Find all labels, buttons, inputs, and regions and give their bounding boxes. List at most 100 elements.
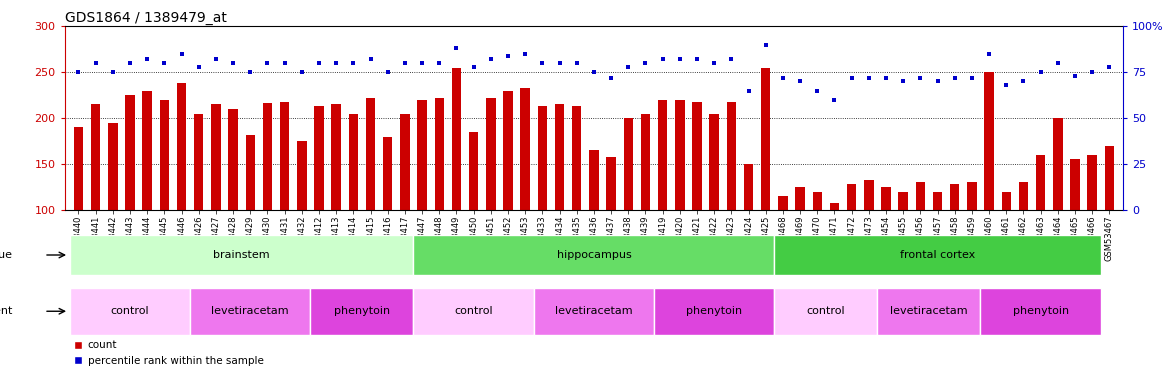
Point bbox=[911, 75, 930, 81]
Bar bbox=[774, 288, 877, 335]
Point bbox=[138, 56, 156, 62]
Bar bbox=[641, 114, 650, 302]
Bar bbox=[898, 192, 908, 302]
Point bbox=[241, 69, 260, 75]
Bar bbox=[534, 288, 654, 335]
Bar bbox=[262, 104, 272, 302]
Bar bbox=[503, 91, 513, 302]
Bar bbox=[743, 164, 754, 302]
Bar bbox=[555, 104, 564, 302]
Point bbox=[826, 97, 844, 103]
Bar bbox=[212, 104, 221, 302]
Bar bbox=[1070, 159, 1080, 302]
Point bbox=[860, 75, 878, 81]
Point bbox=[327, 60, 346, 66]
Bar bbox=[314, 106, 323, 302]
Bar bbox=[521, 88, 530, 302]
Point bbox=[499, 53, 517, 58]
Point bbox=[1048, 60, 1067, 66]
Bar bbox=[1002, 192, 1011, 302]
Point bbox=[395, 60, 414, 66]
Bar bbox=[589, 150, 599, 302]
Bar bbox=[280, 102, 289, 302]
Bar bbox=[69, 288, 191, 335]
Point bbox=[653, 56, 671, 62]
Point bbox=[189, 64, 208, 70]
Bar bbox=[830, 202, 840, 302]
Bar bbox=[657, 100, 667, 302]
Point bbox=[481, 56, 500, 62]
Point bbox=[413, 60, 432, 66]
Text: levetiracetam: levetiracetam bbox=[212, 306, 289, 316]
Bar bbox=[366, 98, 375, 302]
Bar bbox=[881, 187, 890, 302]
Point bbox=[790, 78, 809, 84]
Point bbox=[636, 60, 655, 66]
Point bbox=[1065, 73, 1084, 79]
Bar bbox=[864, 180, 874, 302]
Text: agent: agent bbox=[0, 306, 13, 316]
Bar bbox=[91, 104, 100, 302]
Point bbox=[602, 75, 621, 81]
Bar bbox=[1088, 155, 1097, 302]
Point bbox=[584, 69, 603, 75]
Point bbox=[430, 60, 449, 66]
Point bbox=[1083, 69, 1102, 75]
Bar bbox=[417, 100, 427, 302]
Bar bbox=[74, 128, 83, 302]
Point bbox=[1031, 69, 1050, 75]
Bar bbox=[400, 114, 409, 302]
Text: tissue: tissue bbox=[0, 250, 13, 260]
Point bbox=[86, 60, 105, 66]
Bar bbox=[607, 157, 616, 302]
Bar bbox=[727, 102, 736, 302]
Bar bbox=[693, 102, 702, 302]
Point bbox=[293, 69, 312, 75]
Bar bbox=[108, 123, 118, 302]
Bar bbox=[950, 184, 960, 302]
Bar bbox=[916, 183, 926, 302]
Point bbox=[739, 88, 757, 94]
Bar bbox=[194, 114, 203, 302]
Point bbox=[894, 78, 913, 84]
Legend: count, percentile rank within the sample: count, percentile rank within the sample bbox=[69, 336, 268, 370]
Point bbox=[567, 60, 586, 66]
Bar bbox=[348, 114, 358, 302]
Text: levetiracetam: levetiracetam bbox=[555, 306, 633, 316]
Point bbox=[774, 75, 793, 81]
Bar bbox=[452, 68, 461, 302]
Point bbox=[842, 75, 861, 81]
Bar bbox=[142, 91, 152, 302]
Point bbox=[1100, 64, 1118, 70]
Bar bbox=[414, 235, 774, 275]
Text: brainstem: brainstem bbox=[213, 250, 270, 260]
Bar bbox=[69, 235, 414, 275]
Text: frontal cortex: frontal cortex bbox=[900, 250, 975, 260]
Point bbox=[69, 69, 88, 75]
Bar bbox=[176, 83, 186, 302]
Point bbox=[1014, 78, 1033, 84]
Text: control: control bbox=[807, 306, 846, 316]
Point bbox=[997, 82, 1016, 88]
Point bbox=[704, 60, 723, 66]
Point bbox=[550, 60, 569, 66]
Text: hippocampus: hippocampus bbox=[556, 250, 632, 260]
Bar bbox=[1104, 146, 1114, 302]
Bar bbox=[774, 235, 1101, 275]
Bar bbox=[246, 135, 255, 302]
Point bbox=[928, 78, 947, 84]
Point bbox=[688, 56, 707, 62]
Point bbox=[275, 60, 294, 66]
Text: control: control bbox=[111, 306, 149, 316]
Point bbox=[516, 51, 535, 57]
Text: GDS1864 / 1389479_at: GDS1864 / 1389479_at bbox=[65, 11, 227, 25]
Bar bbox=[160, 100, 169, 302]
Bar bbox=[813, 192, 822, 302]
Bar bbox=[469, 132, 479, 302]
Bar bbox=[383, 136, 393, 302]
Bar bbox=[228, 109, 238, 302]
Bar bbox=[537, 106, 547, 302]
Bar bbox=[654, 288, 774, 335]
Bar bbox=[761, 68, 770, 302]
Text: levetiracetam: levetiracetam bbox=[890, 306, 968, 316]
